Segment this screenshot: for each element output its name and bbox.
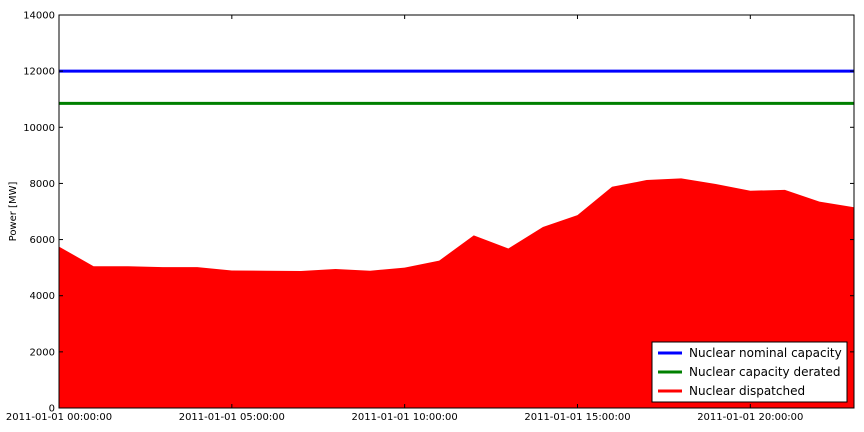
axis-ticks — [58, 14, 854, 409]
legend-label: Nuclear dispatched — [689, 384, 805, 398]
x-tick-label: 2011-01-01 10:00:00 — [352, 412, 458, 423]
x-tick-label: 2011-01-01 00:00:00 — [6, 412, 112, 423]
y-tick-label: 14000 — [23, 11, 55, 22]
y-tick-label: 12000 — [23, 67, 55, 78]
legend-label: Nuclear nominal capacity — [689, 346, 842, 360]
y-tick-label: 0 — [49, 404, 55, 415]
x-tick-label: 2011-01-01 15:00:00 — [524, 412, 630, 423]
capacity-lines-layer — [59, 69, 854, 105]
plot-frame — [58, 14, 855, 409]
legend-label: Nuclear capacity derated — [689, 365, 840, 379]
x-tick-label: 2011-01-01 20:00:00 — [697, 412, 803, 423]
y-tick-label: 10000 — [23, 123, 55, 134]
y-axis-label: Power [MW] — [8, 182, 19, 242]
x-tick-labels: 2011-01-01 00:00:00 2011-01-01 05:00:00 20… — [6, 412, 804, 423]
x-tick-label: 2011-01-01 05:00:00 — [179, 412, 285, 423]
y-tick-label: 4000 — [30, 291, 55, 302]
legend: Nuclear nominal capacity Nuclear capacity… — [651, 341, 848, 403]
y-tick-label: 8000 — [30, 179, 55, 190]
legend-box — [651, 341, 848, 403]
y-tick-label: 6000 — [30, 235, 55, 246]
y-tick-labels: 0 2000 4000 6000 8000 10000 12000 14000 — [23, 11, 55, 415]
y-tick-label: 2000 — [30, 347, 55, 358]
